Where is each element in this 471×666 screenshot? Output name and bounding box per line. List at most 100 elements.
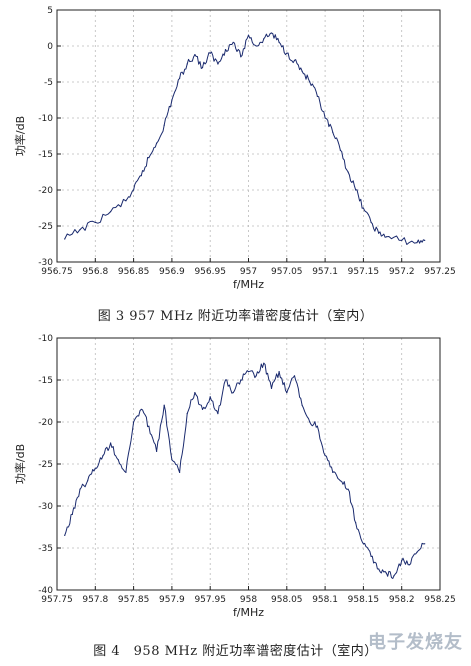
c1-x-tick-label: 957.25	[424, 267, 456, 277]
c2-x-tick-label: 957.9	[159, 595, 185, 605]
c2-data-point	[163, 404, 165, 406]
c2-data-point	[332, 471, 334, 473]
c1-data-point	[309, 81, 311, 83]
c2-data-point	[156, 450, 158, 452]
c2-data-point	[293, 375, 296, 377]
c1-x-tick-label: 957.2	[389, 267, 415, 277]
c2-data-point	[171, 459, 173, 461]
c1-data-point	[378, 232, 380, 234]
c2-y-tick-label: -20	[38, 418, 53, 428]
c1-y-axis-label: 功率/dB	[13, 116, 27, 156]
c1-data-point	[79, 229, 81, 231]
c1-x-axis-label: f/MHz	[233, 278, 264, 291]
c2-data-point	[232, 392, 234, 394]
c2-data-point	[416, 551, 418, 553]
c2-y-tick-label: -25	[38, 460, 53, 470]
c2-data-point	[316, 425, 318, 427]
c1-data-point	[247, 34, 250, 36]
c2-data-point	[401, 560, 403, 562]
c1-data-point	[110, 211, 112, 213]
c2-x-tick-label: 958.15	[348, 595, 380, 605]
c2-data-point	[117, 459, 119, 461]
c2-data-point	[87, 480, 89, 482]
c2-data-point	[378, 568, 380, 570]
c1-data-point	[270, 32, 273, 34]
c1-y-tick-label: 5	[47, 6, 53, 16]
c1-data-point	[355, 189, 357, 191]
c1-data-point	[224, 49, 227, 51]
c1-x-tick-label: 956.85	[118, 267, 150, 277]
c2-x-tick-label: 957.75	[41, 595, 73, 605]
c2-data-point	[393, 575, 395, 577]
c1-data-point	[163, 124, 165, 126]
c2-data-point	[370, 555, 372, 557]
c1-data-point	[133, 189, 135, 191]
c2-data-point	[324, 455, 326, 457]
c2-data-point	[339, 480, 341, 482]
c1-data-point	[293, 59, 296, 62]
c2-data-point	[347, 488, 349, 490]
caption-2: 图 4 958 MHz 附近功率谱密度估计（室内）	[93, 644, 378, 659]
c2-data-point	[301, 404, 303, 406]
c1-x-tick-label: 956.75	[41, 267, 73, 277]
c1-data-point	[186, 63, 188, 65]
c2-data-point	[278, 371, 280, 373]
c1-y-tick-label: -10	[38, 114, 53, 124]
c1-x-tick-label: 956.95	[194, 267, 226, 277]
c2-data-point	[201, 408, 204, 410]
c1-data-point	[156, 142, 158, 144]
c2-data-point	[209, 396, 211, 398]
c1-data-point	[401, 239, 403, 241]
c1-x-tick-label: 957.05	[271, 267, 303, 277]
c2-x-tick-label: 958.1	[312, 595, 338, 605]
chart-1: 956.75 956.8 956.85 956.9 956.95 957 957.05 957…	[13, 6, 456, 291]
c2-data-point	[133, 421, 135, 423]
c1-data-point	[332, 131, 334, 133]
c1-data-point	[240, 56, 242, 58]
c2-data-point	[424, 543, 426, 545]
c1-data-point	[347, 171, 349, 173]
chart-2: 957.75 957.8 957.85 957.9 957.95 958 958.05 958…	[13, 334, 456, 619]
c1-series-line	[64, 32, 425, 245]
c1-data-point	[94, 221, 96, 223]
c1-data-point	[301, 70, 303, 72]
c1-data-point	[209, 52, 211, 54]
c2-y-tick-label: -40	[38, 586, 53, 596]
c2-x-tick-label: 957.85	[118, 595, 150, 605]
watermark-logo: 电子发烧友	[368, 632, 463, 653]
c1-data-point	[263, 38, 265, 40]
c2-series-line	[64, 362, 425, 579]
c2-x-axis-label: f/MHz	[233, 606, 264, 619]
c2-data-point	[186, 413, 188, 415]
c2-data-point	[194, 392, 196, 394]
c1-data-point	[217, 63, 219, 65]
c1-data-point	[339, 149, 341, 151]
c1-y-tick-label: -25	[38, 222, 53, 232]
c1-data-point	[316, 95, 318, 97]
c1-data-point	[140, 175, 142, 177]
c2-data-point	[224, 379, 227, 381]
c2-data-point	[217, 413, 219, 415]
c1-data-point	[64, 238, 66, 240]
c2-data-point	[263, 362, 265, 364]
caption-1: 图 3 957 MHz 附近功率谱密度估计（室内）	[97, 309, 374, 324]
c2-data-point	[179, 471, 181, 473]
c2-data-point	[64, 534, 66, 536]
c1-data-point	[179, 77, 181, 79]
c2-data-point	[270, 387, 273, 389]
c2-data-point	[385, 572, 387, 574]
c2-data-point	[79, 488, 81, 490]
c2-data-point	[125, 471, 127, 473]
c2-data-point	[140, 408, 142, 410]
c2-data-point	[247, 371, 250, 373]
c2-x-tick-label: 958.05	[271, 595, 303, 605]
c2-y-tick-label: -35	[38, 544, 53, 554]
c1-data-point	[125, 200, 127, 202]
c1-x-tick-label: 957	[240, 267, 257, 277]
c2-x-tick-label: 958	[240, 595, 257, 605]
c2-y-axis-label: 功率/dB	[13, 444, 27, 484]
c1-y-tick-label: -15	[38, 150, 53, 160]
c1-data-point	[194, 54, 196, 56]
c2-data-point	[110, 442, 112, 444]
